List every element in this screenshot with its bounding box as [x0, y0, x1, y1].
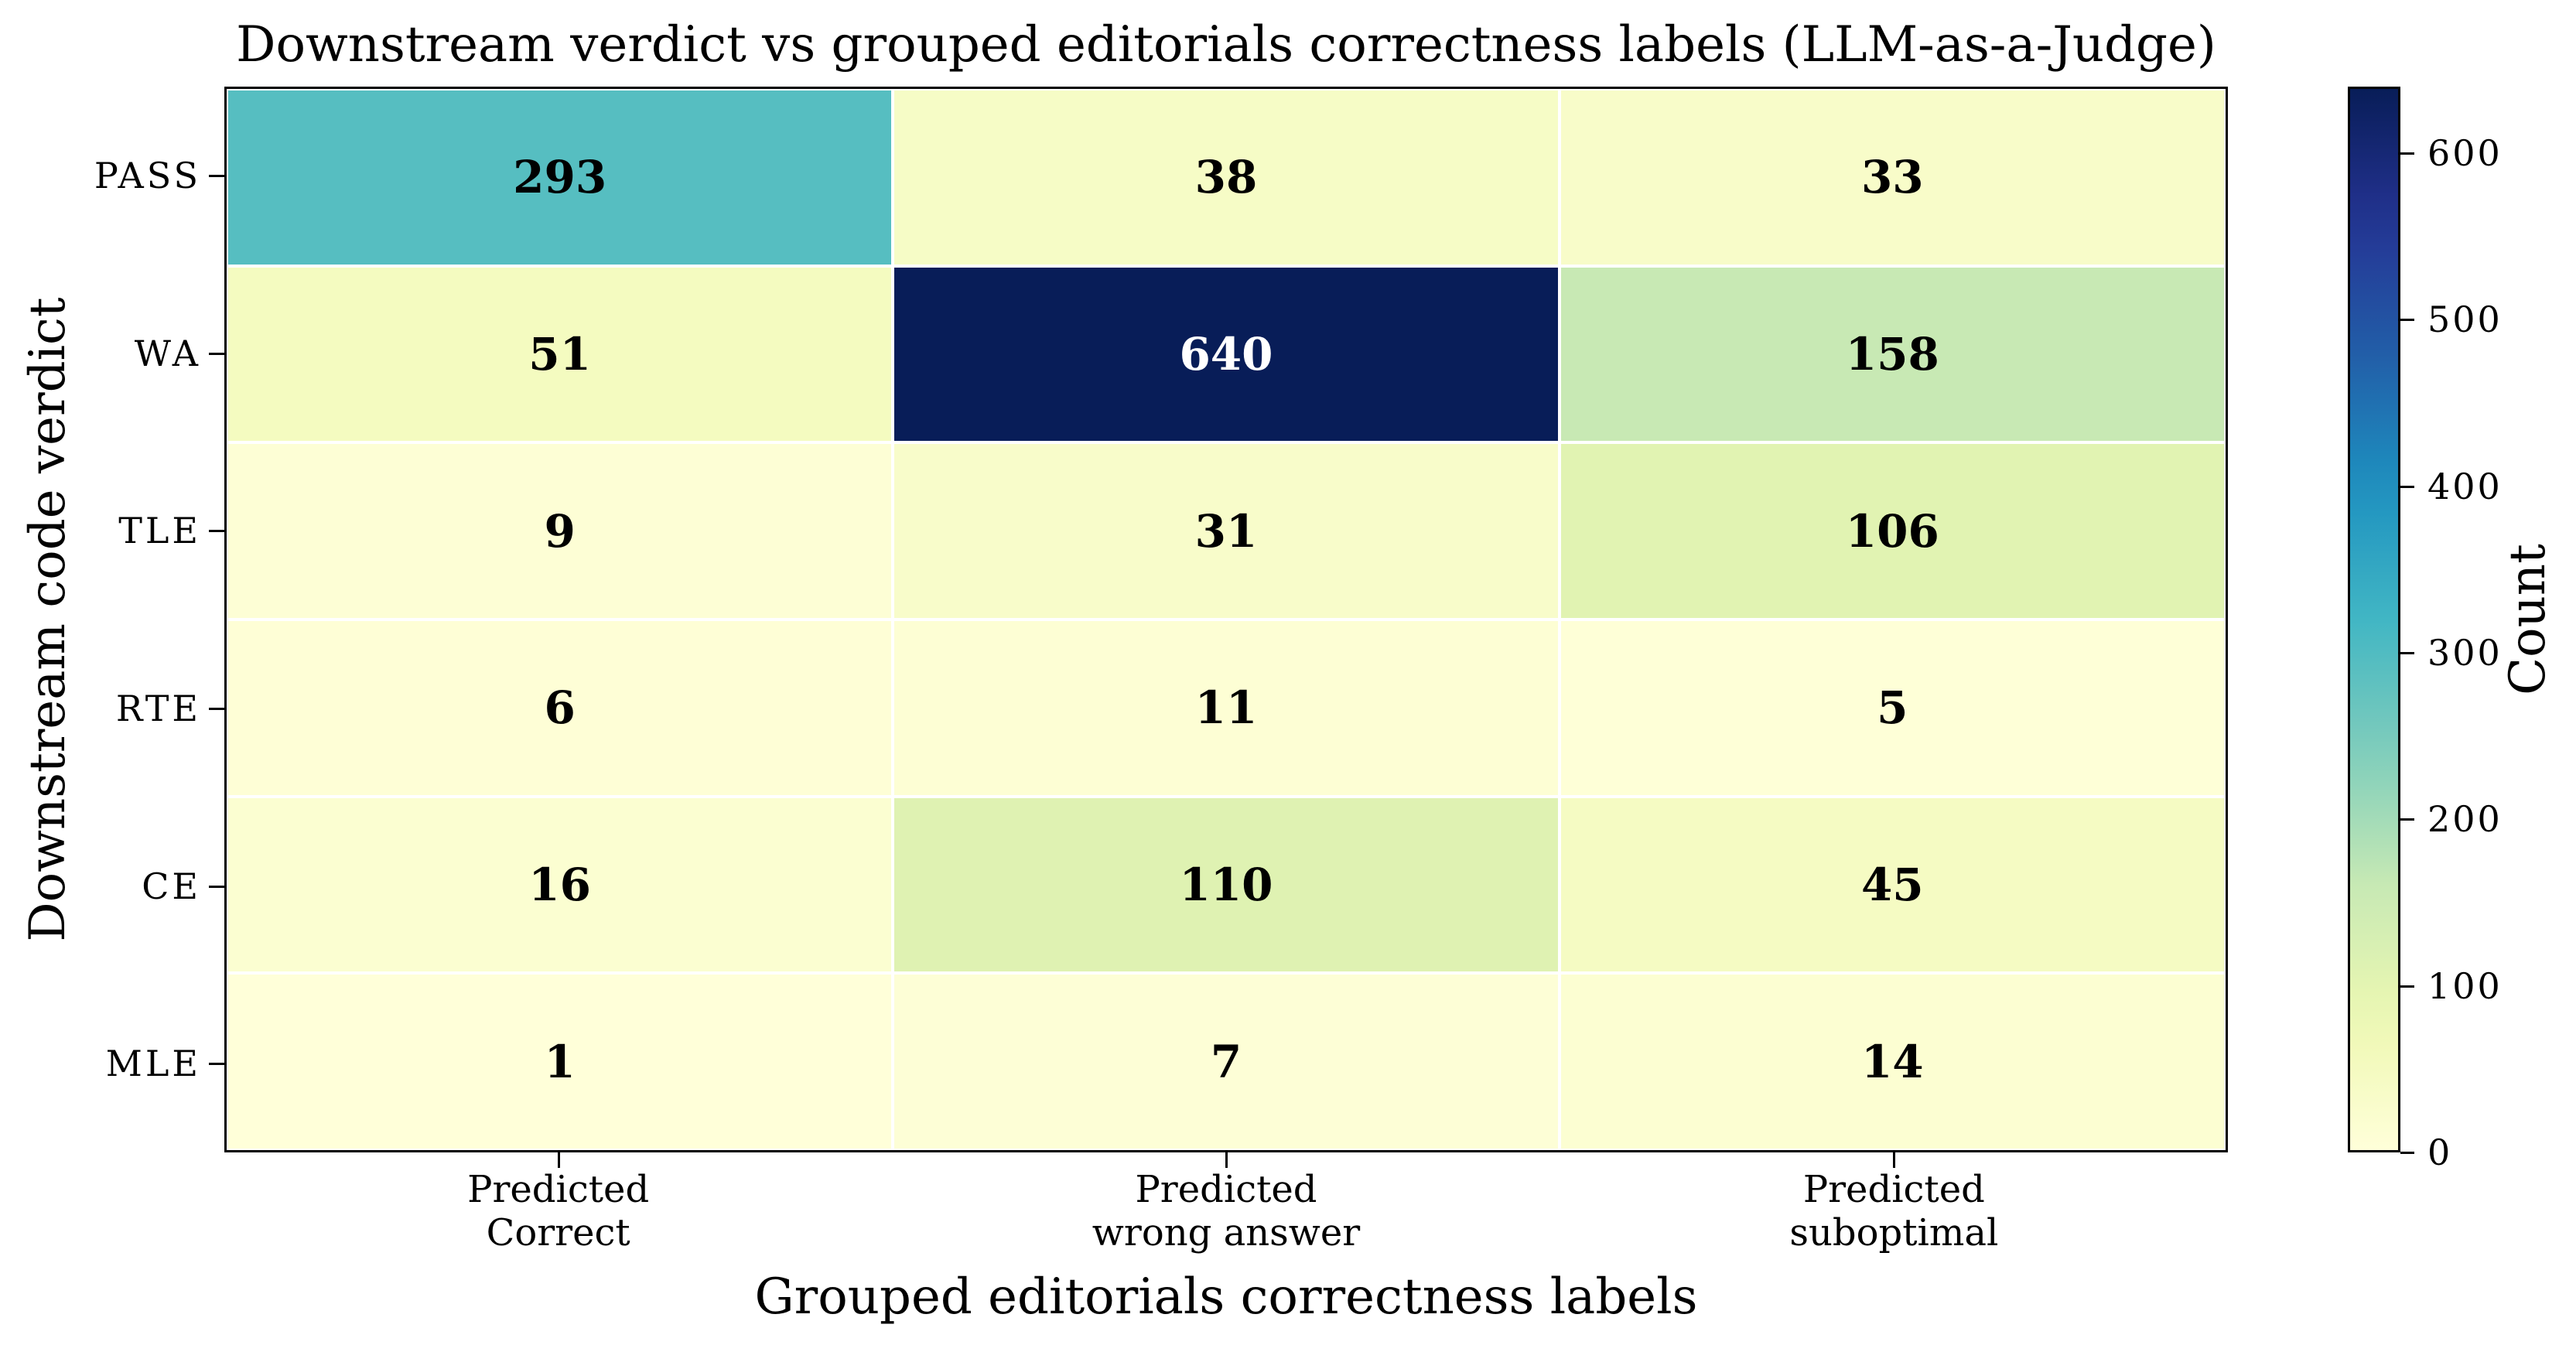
y-axis-title: Downstream code verdict [19, 297, 77, 942]
heatmap-cell: 11 [893, 620, 1560, 797]
colorbar-tick-mark [2400, 152, 2414, 155]
y-tick-mark [209, 174, 224, 177]
heatmap-cell: 31 [893, 442, 1560, 620]
y-tick-mark [209, 707, 224, 710]
heatmap-cell: 51 [227, 265, 893, 443]
heatmap-cell: 7 [893, 973, 1560, 1150]
colorbar-title: Count [2499, 544, 2557, 695]
y-tick-mark [209, 352, 224, 355]
colorbar-tick-label: 300 [2427, 632, 2503, 674]
x-tick-label: Predicted wrong answer [1092, 1168, 1361, 1255]
colorbar-tick-label: 100 [2427, 964, 2503, 1007]
y-tick-mark [209, 530, 224, 533]
x-tick-label: Predicted Correct [467, 1168, 650, 1255]
heatmap-cell: 9 [227, 442, 893, 620]
heatmap-cell: 45 [1559, 796, 2226, 974]
y-tick-label: PASS [94, 154, 201, 196]
colorbar-tick-mark [2400, 485, 2414, 488]
colorbar-tick-label: 400 [2427, 465, 2503, 507]
x-tick-mark [1893, 1152, 1896, 1168]
heatmap-cell: 6 [227, 620, 893, 797]
colorbar-tick-mark [2400, 652, 2414, 655]
heatmap-cell: 106 [1559, 442, 2226, 620]
y-tick-label: WA [134, 332, 201, 374]
colorbar-tick-mark [2400, 1152, 2414, 1154]
heatmap-cell: 640 [893, 265, 1560, 443]
x-tick-mark [557, 1152, 560, 1168]
colorbar-tick-label: 500 [2427, 299, 2503, 341]
y-tick-label: CE [142, 865, 201, 907]
colorbar-tick-mark [2400, 985, 2414, 988]
colorbar [2348, 87, 2400, 1152]
heatmap-cell: 14 [1559, 973, 2226, 1150]
y-tick-label: MLE [105, 1043, 201, 1085]
heatmap-cell: 293 [227, 89, 893, 266]
heatmap-cell: 110 [893, 796, 1560, 974]
heatmap-cell: 33 [1559, 89, 2226, 266]
heatmap-cell: 38 [893, 89, 1560, 266]
heatmap-cell: 5 [1559, 620, 2226, 797]
y-tick-label: TLE [118, 510, 201, 552]
colorbar-tick-mark [2400, 818, 2414, 821]
x-tick-mark [1225, 1152, 1228, 1168]
colorbar-tick-label: 0 [2427, 1132, 2453, 1173]
chart-title: Downstream verdict vs grouped editorials… [236, 16, 2216, 73]
heatmap-cell: 16 [227, 796, 893, 974]
heatmap-grid: 293 38 33 51 640 158 9 31 106 6 11 5 16 110 45 1 7 14 [224, 87, 2228, 1152]
y-tick-mark [209, 885, 224, 888]
colorbar-tick-label: 200 [2427, 798, 2503, 841]
y-tick-label: RTE [115, 687, 201, 729]
heatmap-cell: 1 [227, 973, 893, 1150]
x-axis-title: Grouped editorials correctness labels [754, 1268, 1698, 1326]
x-tick-label: Predicted suboptimal [1789, 1168, 1999, 1255]
colorbar-tick-mark [2400, 319, 2414, 322]
colorbar-tick-label: 600 [2427, 132, 2503, 175]
heatmap-cell: 158 [1559, 265, 2226, 443]
y-tick-mark [209, 1063, 224, 1066]
